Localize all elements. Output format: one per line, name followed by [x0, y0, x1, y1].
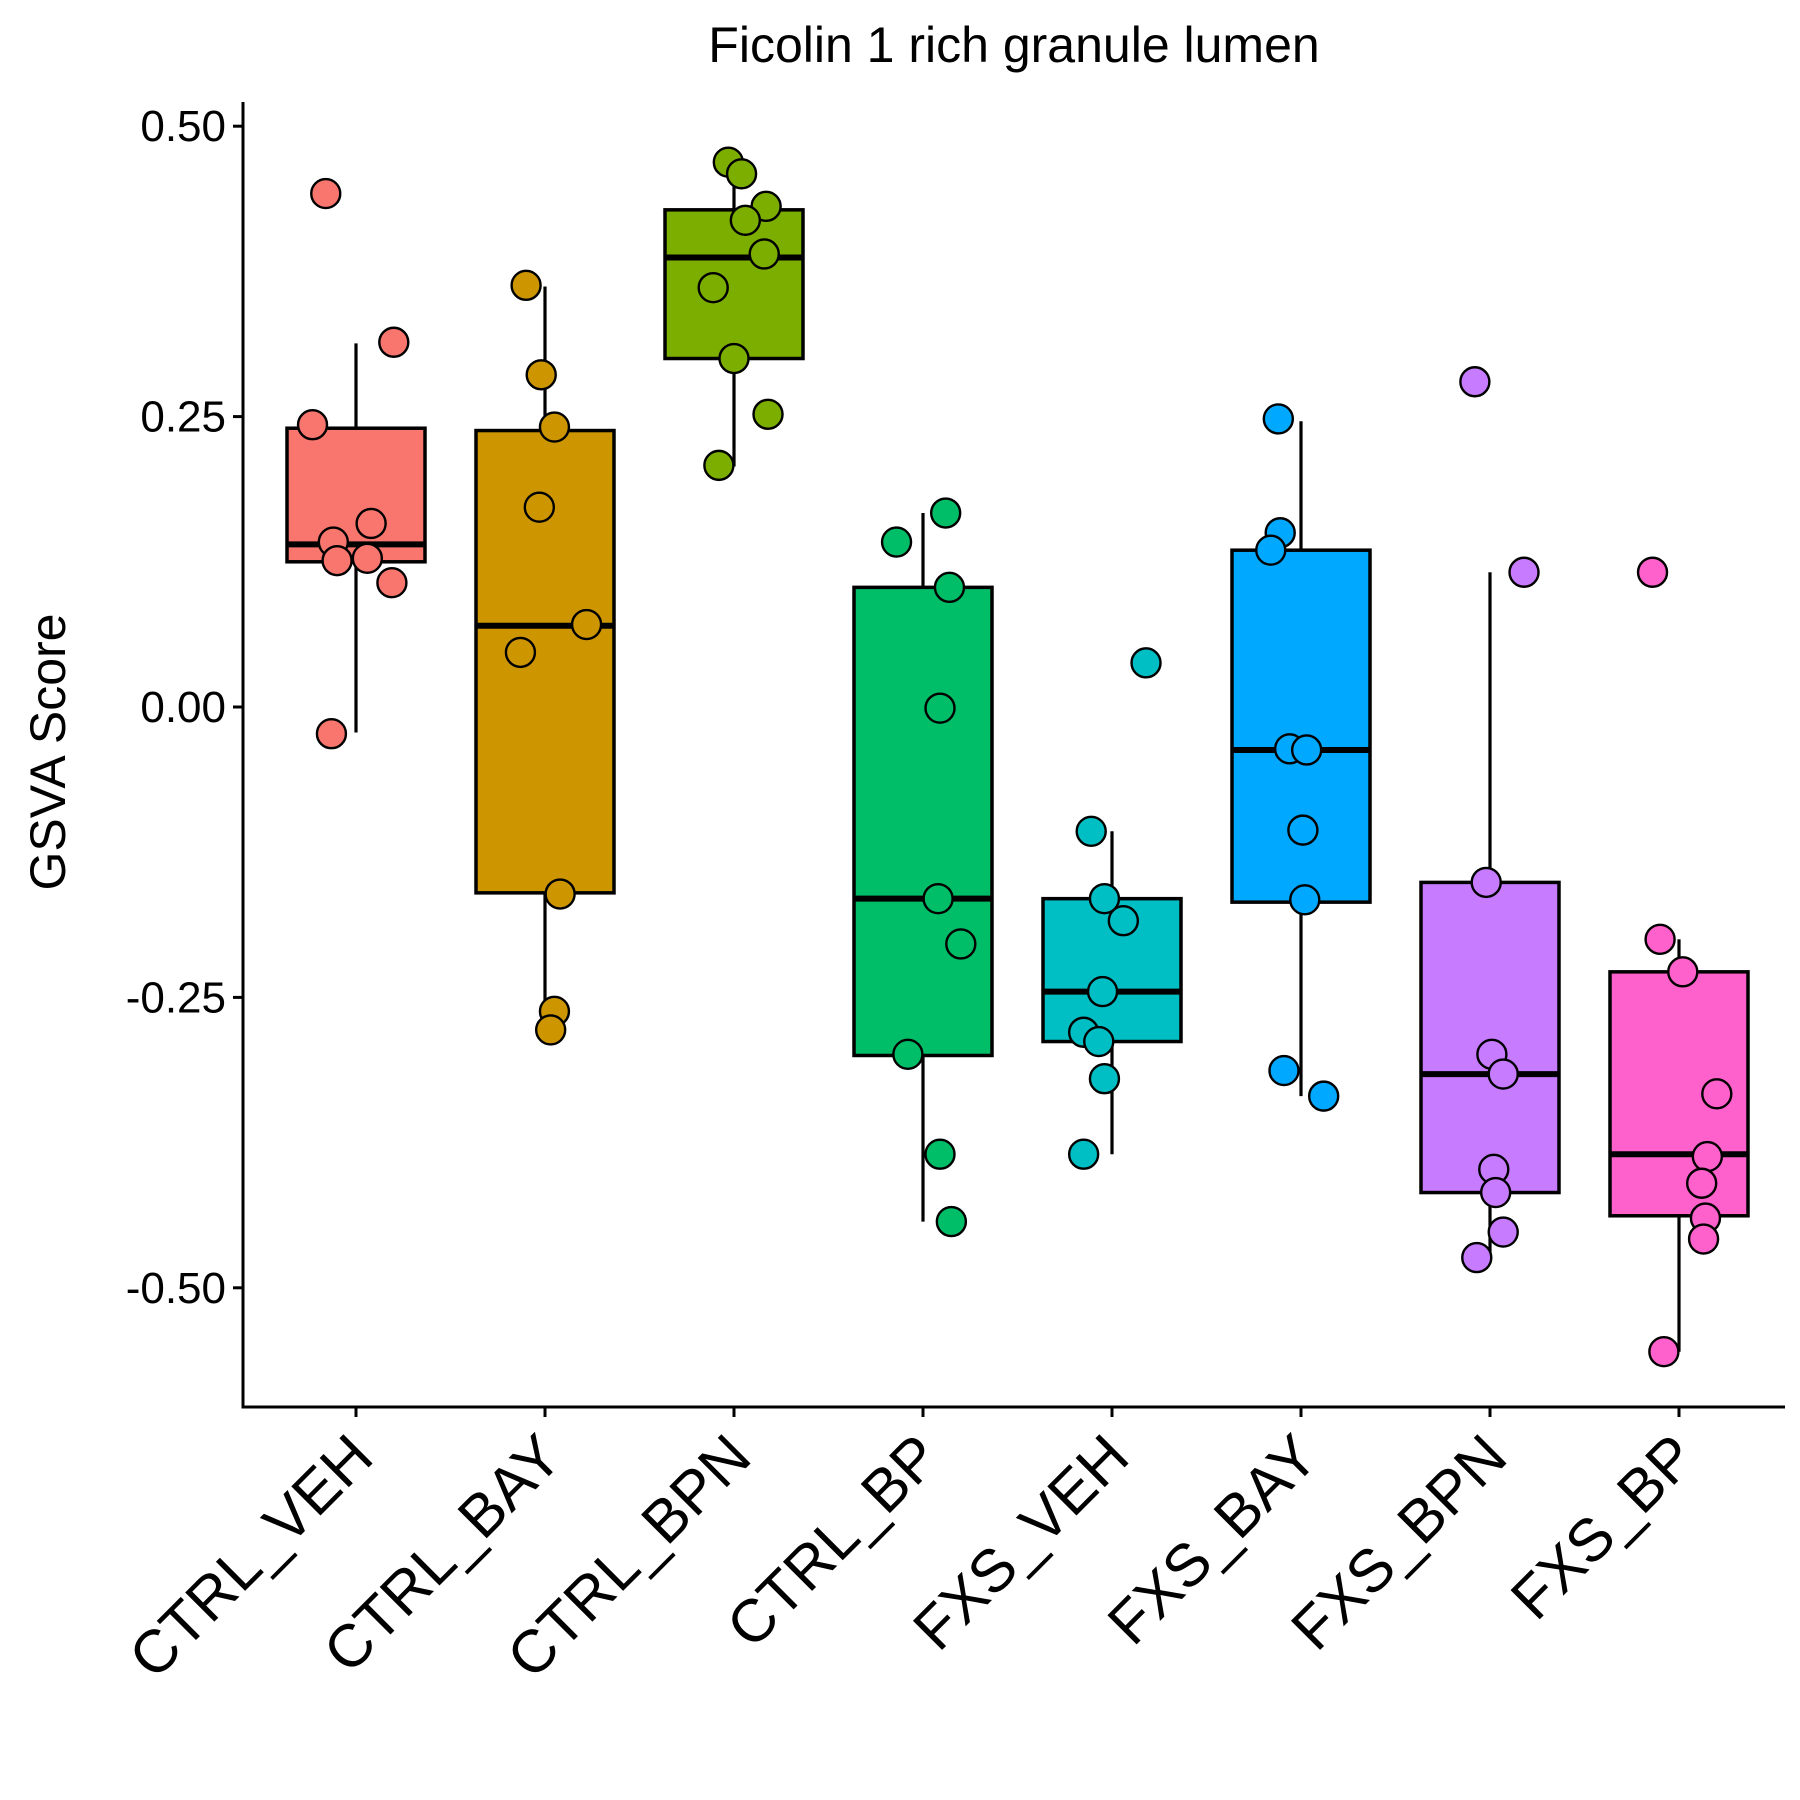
data-point — [1289, 884, 1321, 916]
data-point — [1107, 905, 1140, 937]
data-point — [922, 882, 954, 915]
data-point — [1648, 1335, 1680, 1368]
data-point — [1262, 403, 1295, 435]
data-point — [1083, 1025, 1115, 1058]
data-point — [1130, 647, 1162, 679]
data-point — [1287, 814, 1319, 846]
data-point — [1086, 975, 1119, 1008]
data-point — [697, 271, 729, 304]
chart-title: Ficolin 1 rich granule lumen — [708, 17, 1319, 73]
y-tick-label: -0.50 — [126, 1264, 226, 1313]
data-point — [534, 1014, 567, 1046]
box-iqr — [663, 208, 805, 361]
data-point — [378, 326, 410, 358]
data-point — [570, 608, 603, 641]
data-point — [1487, 1058, 1519, 1090]
data-point — [376, 567, 408, 599]
data-point — [1487, 1216, 1519, 1248]
data-point — [1307, 1080, 1340, 1112]
data-point — [1461, 1241, 1493, 1274]
plot-area — [285, 146, 1750, 1368]
data-point — [1255, 534, 1287, 566]
data-point — [752, 398, 784, 430]
data-point — [924, 1138, 956, 1170]
data-point — [1470, 866, 1502, 899]
box-iqr — [852, 585, 994, 1058]
data-point — [718, 342, 750, 375]
data-point — [1459, 366, 1491, 398]
category-group-ctrl-veh — [285, 177, 427, 750]
data-point — [1667, 956, 1699, 988]
data-point — [510, 269, 542, 302]
data-point — [321, 544, 353, 577]
data-point — [1644, 923, 1676, 956]
data-point — [924, 692, 956, 724]
y-axis-ticks: -0.50 -0.25 0.00 0.25 0.50 — [126, 102, 243, 1313]
data-point — [1691, 1140, 1724, 1173]
category-group-fxs-bpn — [1419, 366, 1561, 1274]
y-tick-label: 0.25 — [140, 393, 226, 442]
data-point — [523, 491, 556, 523]
y-tick-label: 0.00 — [140, 683, 226, 732]
data-point — [725, 158, 758, 190]
x-axis-ticks: CTRL_VEHCTRL_BAYCTRL_BPNCTRL_BPFXS_VEHFX… — [116, 1407, 1708, 1691]
box-iqr — [285, 426, 427, 564]
box-iqr — [1419, 880, 1561, 1195]
data-point — [1075, 815, 1107, 847]
data-point — [504, 636, 537, 669]
data-point — [1479, 1176, 1512, 1209]
data-point — [1088, 1063, 1121, 1095]
data-point — [525, 359, 557, 391]
category-group-fxs-veh — [1041, 647, 1183, 1170]
data-point — [1687, 1223, 1720, 1255]
data-point — [880, 526, 913, 558]
data-point — [1685, 1167, 1718, 1199]
data-point — [351, 542, 384, 575]
box-iqr — [1230, 548, 1372, 904]
data-point — [1290, 734, 1323, 766]
data-point — [1067, 1138, 1100, 1170]
data-point — [1268, 1054, 1300, 1087]
data-point — [315, 718, 348, 750]
data-point — [933, 571, 966, 604]
data-point — [1636, 556, 1669, 588]
data-point — [892, 1038, 924, 1071]
data-point — [945, 928, 977, 960]
data-point — [538, 411, 571, 443]
y-tick-label: 0.50 — [140, 102, 226, 151]
data-point — [296, 409, 329, 441]
data-point — [729, 204, 762, 236]
data-point — [703, 449, 735, 482]
y-axis-label: GSVA Score — [20, 614, 76, 891]
category-group-fxs-bp — [1608, 556, 1750, 1368]
y-tick-label: -0.25 — [126, 973, 226, 1022]
data-point — [1701, 1078, 1733, 1110]
data-point — [1088, 882, 1121, 915]
data-point — [1508, 556, 1540, 588]
category-group-fxs-bay — [1230, 403, 1372, 1112]
category-group-ctrl-bay — [474, 269, 616, 1046]
data-point — [929, 497, 962, 529]
x-tick-label: FXS_BP — [1498, 1422, 1708, 1632]
data-point — [355, 507, 387, 540]
data-point — [544, 878, 576, 910]
data-point — [748, 238, 780, 270]
category-group-ctrl-bp — [852, 497, 994, 1238]
category-group-ctrl-bpn — [663, 146, 805, 482]
data-point — [935, 1205, 968, 1238]
data-point — [310, 177, 342, 210]
